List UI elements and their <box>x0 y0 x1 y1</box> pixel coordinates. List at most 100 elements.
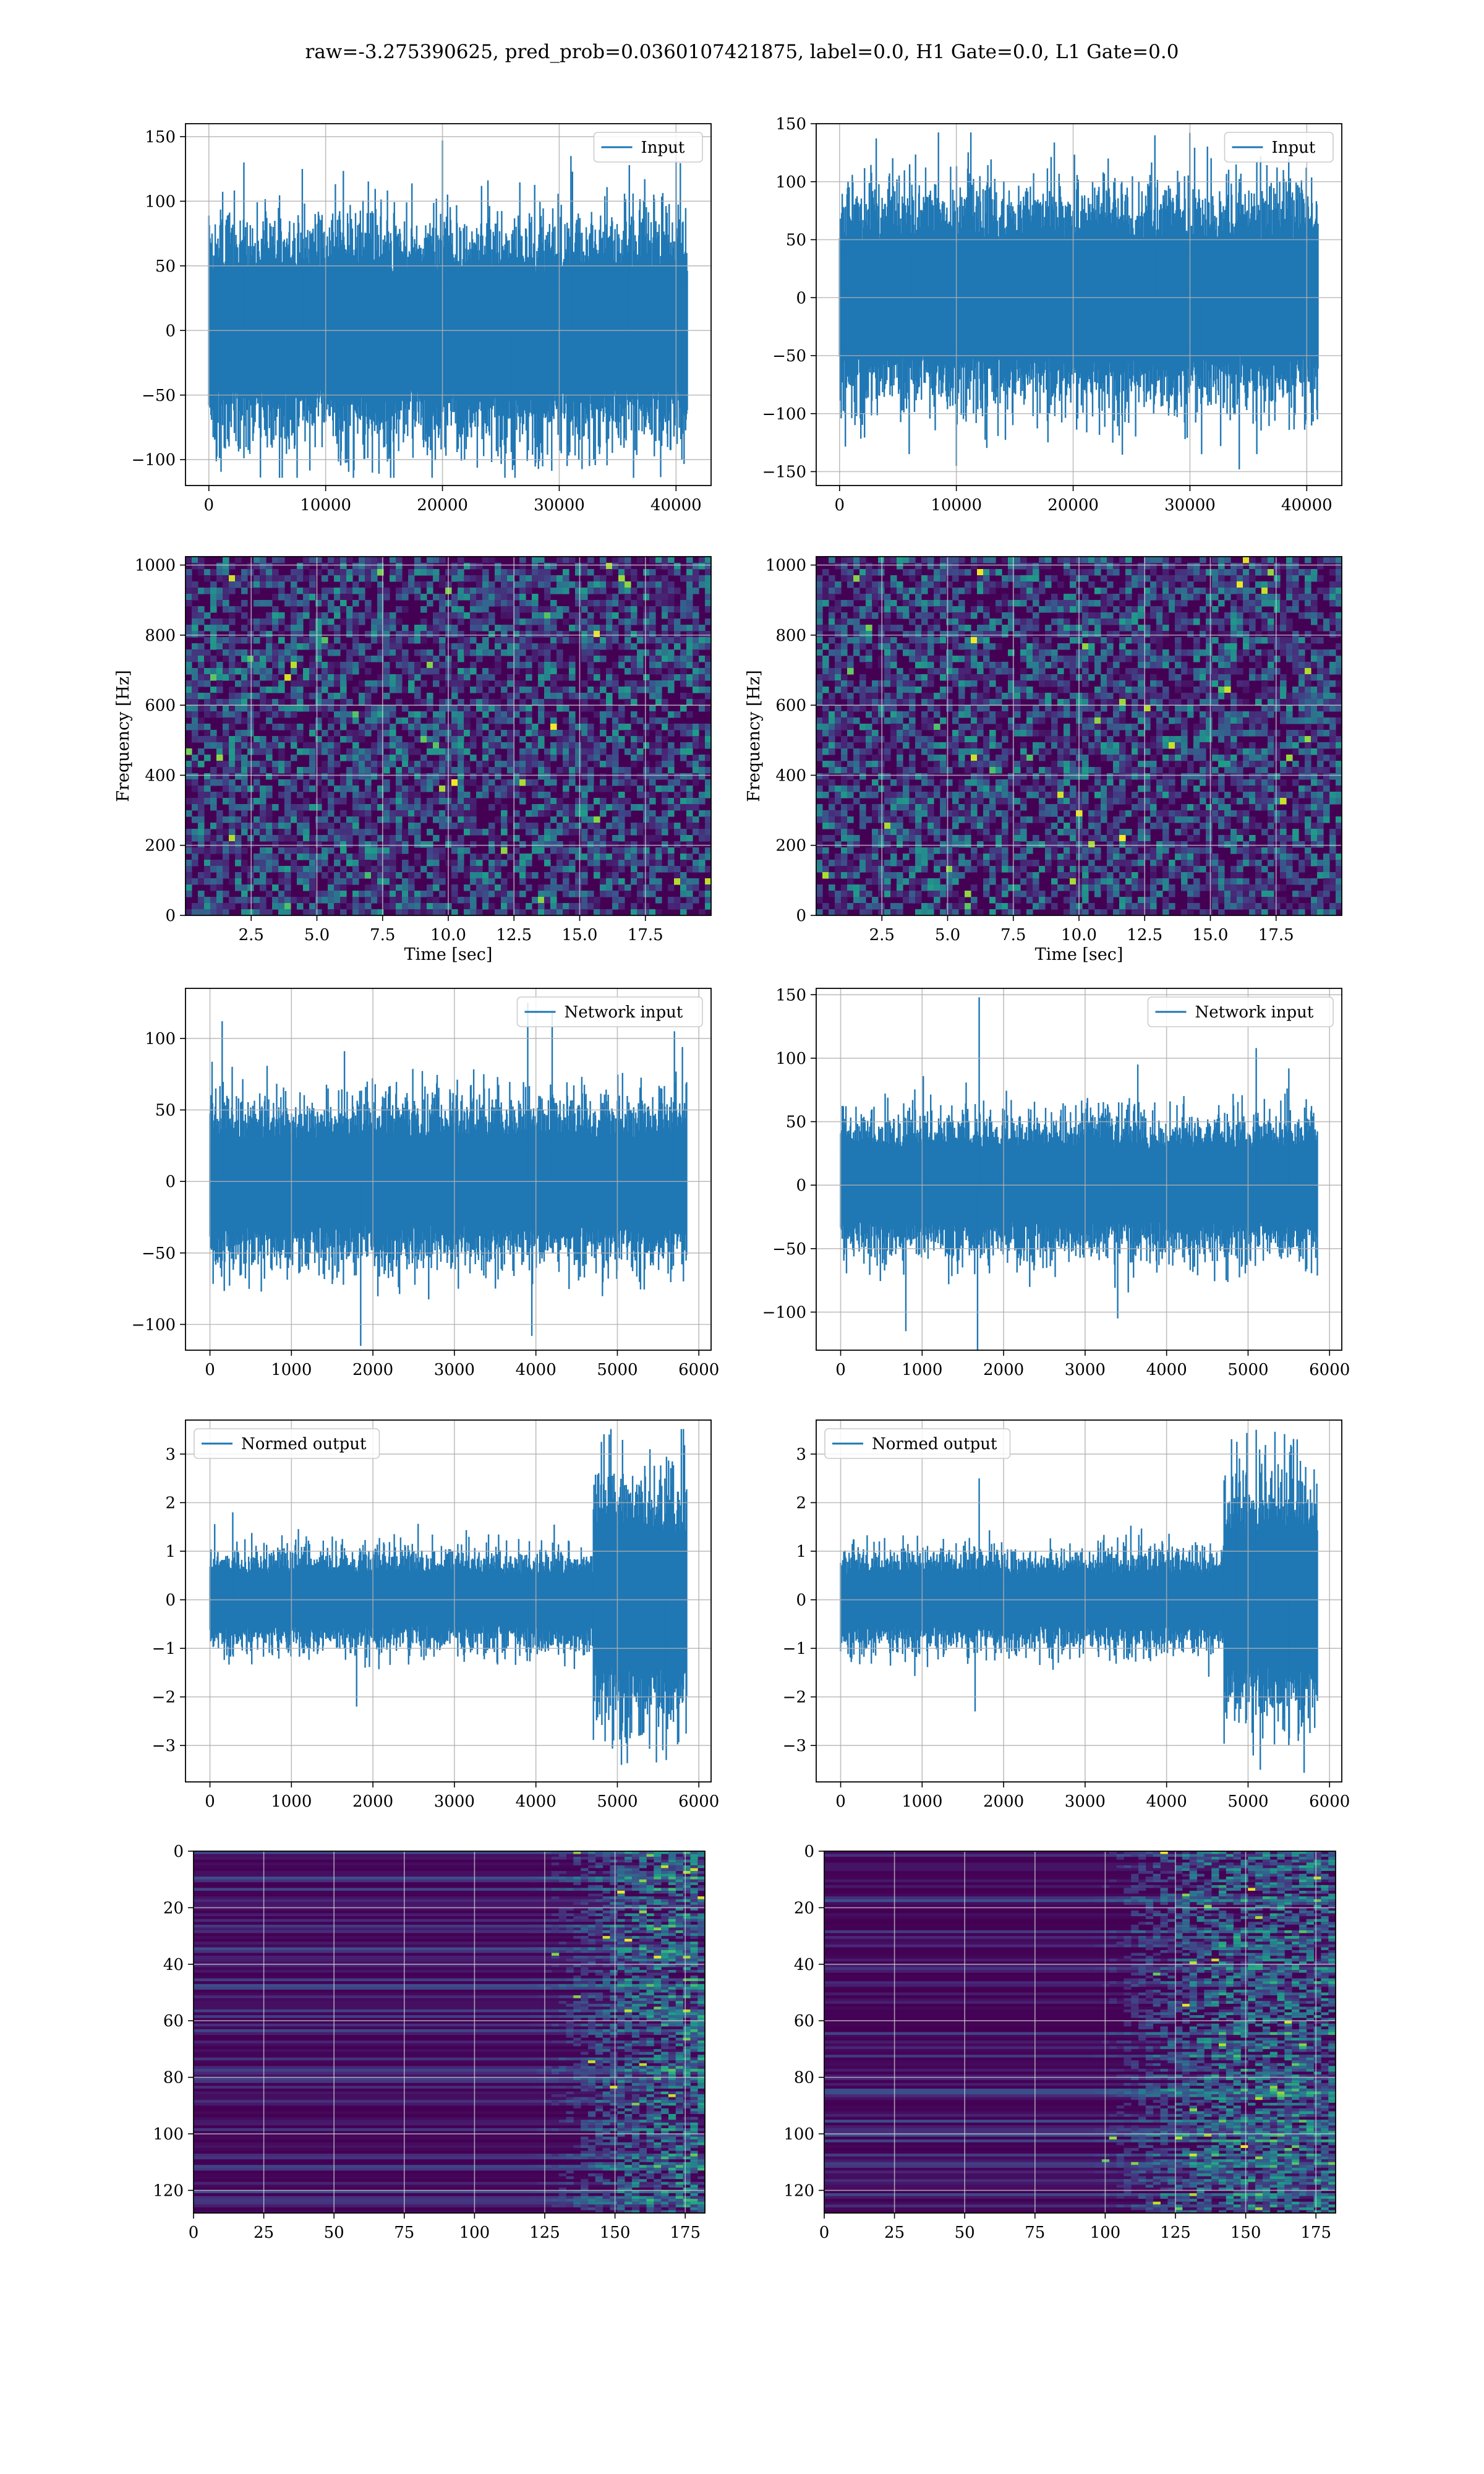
heatmap-cell <box>606 668 613 675</box>
heatmap-cell <box>365 854 372 860</box>
heatmap-cell <box>297 810 304 817</box>
heatmap-cell <box>309 835 316 842</box>
heatmap-cell <box>390 866 396 873</box>
heatmap-cell <box>996 884 1002 891</box>
heatmap-cell <box>853 854 860 860</box>
heatmap-cell <box>581 866 588 873</box>
heatmap-cell <box>909 897 916 904</box>
heatmap-cell <box>544 779 551 786</box>
heatmap-cell <box>186 693 192 700</box>
heatmap-cell <box>841 891 848 897</box>
heatmap-cell <box>909 884 916 891</box>
heatmap-cell <box>829 909 835 915</box>
heatmap-cell <box>822 699 829 706</box>
heatmap-cell <box>210 779 217 786</box>
heatmap-cell <box>847 600 854 607</box>
heatmap-cell <box>940 884 947 891</box>
heatmap-cell <box>544 804 551 811</box>
heatmap-cell <box>983 884 990 891</box>
heatmap-cell <box>1033 594 1039 601</box>
heatmap-cell <box>266 643 273 650</box>
heatmap-cell <box>303 557 310 563</box>
heatmap-cell <box>977 569 984 576</box>
heatmap-cell <box>247 563 254 570</box>
heatmap-cell <box>470 637 477 644</box>
heatmap-cell <box>359 662 365 669</box>
heatmap-cell <box>235 668 242 675</box>
heatmap-cell <box>983 835 990 842</box>
heatmap-cell <box>495 841 501 848</box>
heatmap-cell <box>550 674 557 681</box>
heatmap-cell <box>390 730 396 737</box>
heatmap-cell <box>513 779 520 786</box>
heatmap-cell <box>266 792 273 798</box>
heatmap-cell <box>909 557 916 563</box>
heatmap-cell <box>408 748 415 755</box>
heatmap-cell <box>260 823 267 829</box>
heatmap-cell <box>612 903 619 910</box>
heatmap-cell <box>971 755 978 761</box>
heatmap-cell <box>890 823 897 829</box>
heatmap-cell <box>260 854 267 860</box>
heatmap-cell <box>371 773 378 780</box>
heatmap-cell <box>816 588 823 594</box>
heatmap-cell <box>884 755 891 761</box>
heatmap-cell <box>587 755 594 761</box>
heatmap-cell <box>600 810 607 817</box>
heatmap-cell <box>853 575 860 582</box>
heatmap-cell <box>674 588 681 594</box>
heatmap-cell <box>501 625 508 631</box>
heatmap-cell <box>575 693 582 700</box>
heatmap-cell <box>204 854 211 860</box>
heatmap-cell <box>977 588 984 594</box>
heatmap-cell <box>186 656 192 662</box>
heatmap-cell <box>594 903 600 910</box>
heatmap-cell <box>859 557 866 563</box>
heatmap-cell <box>655 637 662 644</box>
heatmap-cell <box>346 854 353 860</box>
heatmap-cell <box>383 891 390 897</box>
heatmap-cell <box>655 736 662 743</box>
heatmap-cell <box>853 903 860 910</box>
heatmap-cell <box>989 854 996 860</box>
heatmap-cell <box>662 674 668 681</box>
heatmap-cell <box>458 588 464 594</box>
heatmap-cell <box>686 730 693 737</box>
heatmap-cell <box>927 643 934 650</box>
heatmap-cell <box>625 854 631 860</box>
heatmap-cell <box>266 631 273 638</box>
heatmap-cell <box>680 854 687 860</box>
heatmap-cell <box>674 656 681 662</box>
heatmap-cell <box>278 742 285 749</box>
heatmap-cell <box>229 847 236 854</box>
heatmap-cell <box>581 878 588 885</box>
heatmap-cell <box>569 662 576 669</box>
heatmap-cell <box>637 736 644 743</box>
heatmap-cell <box>235 755 242 761</box>
heatmap-cell <box>1070 804 1077 811</box>
heatmap-cell <box>872 854 879 860</box>
heatmap-cell <box>587 668 594 675</box>
heatmap-cell <box>971 637 978 644</box>
heatmap-cell <box>897 680 903 687</box>
heatmap-cell <box>513 891 520 897</box>
heatmap-cell <box>235 575 242 582</box>
heatmap-cell <box>371 575 378 582</box>
heatmap-cell <box>569 829 576 836</box>
heatmap-cell <box>365 668 372 675</box>
heatmap-cell <box>451 810 458 817</box>
heatmap-cell <box>952 810 959 817</box>
heatmap-cell <box>266 755 273 761</box>
heatmap-cell <box>322 687 328 693</box>
heatmap-cell <box>662 680 668 687</box>
heatmap-cell <box>618 600 625 607</box>
heatmap-cell <box>260 563 267 570</box>
heatmap-cell <box>600 730 607 737</box>
heatmap-cell <box>501 600 508 607</box>
heatmap-cell <box>204 798 211 805</box>
heatmap-cell <box>334 680 341 687</box>
heatmap-cell <box>927 884 934 891</box>
heatmap-cell <box>662 575 668 582</box>
heatmap-cell <box>847 662 854 669</box>
heatmap-cell <box>1064 798 1070 805</box>
